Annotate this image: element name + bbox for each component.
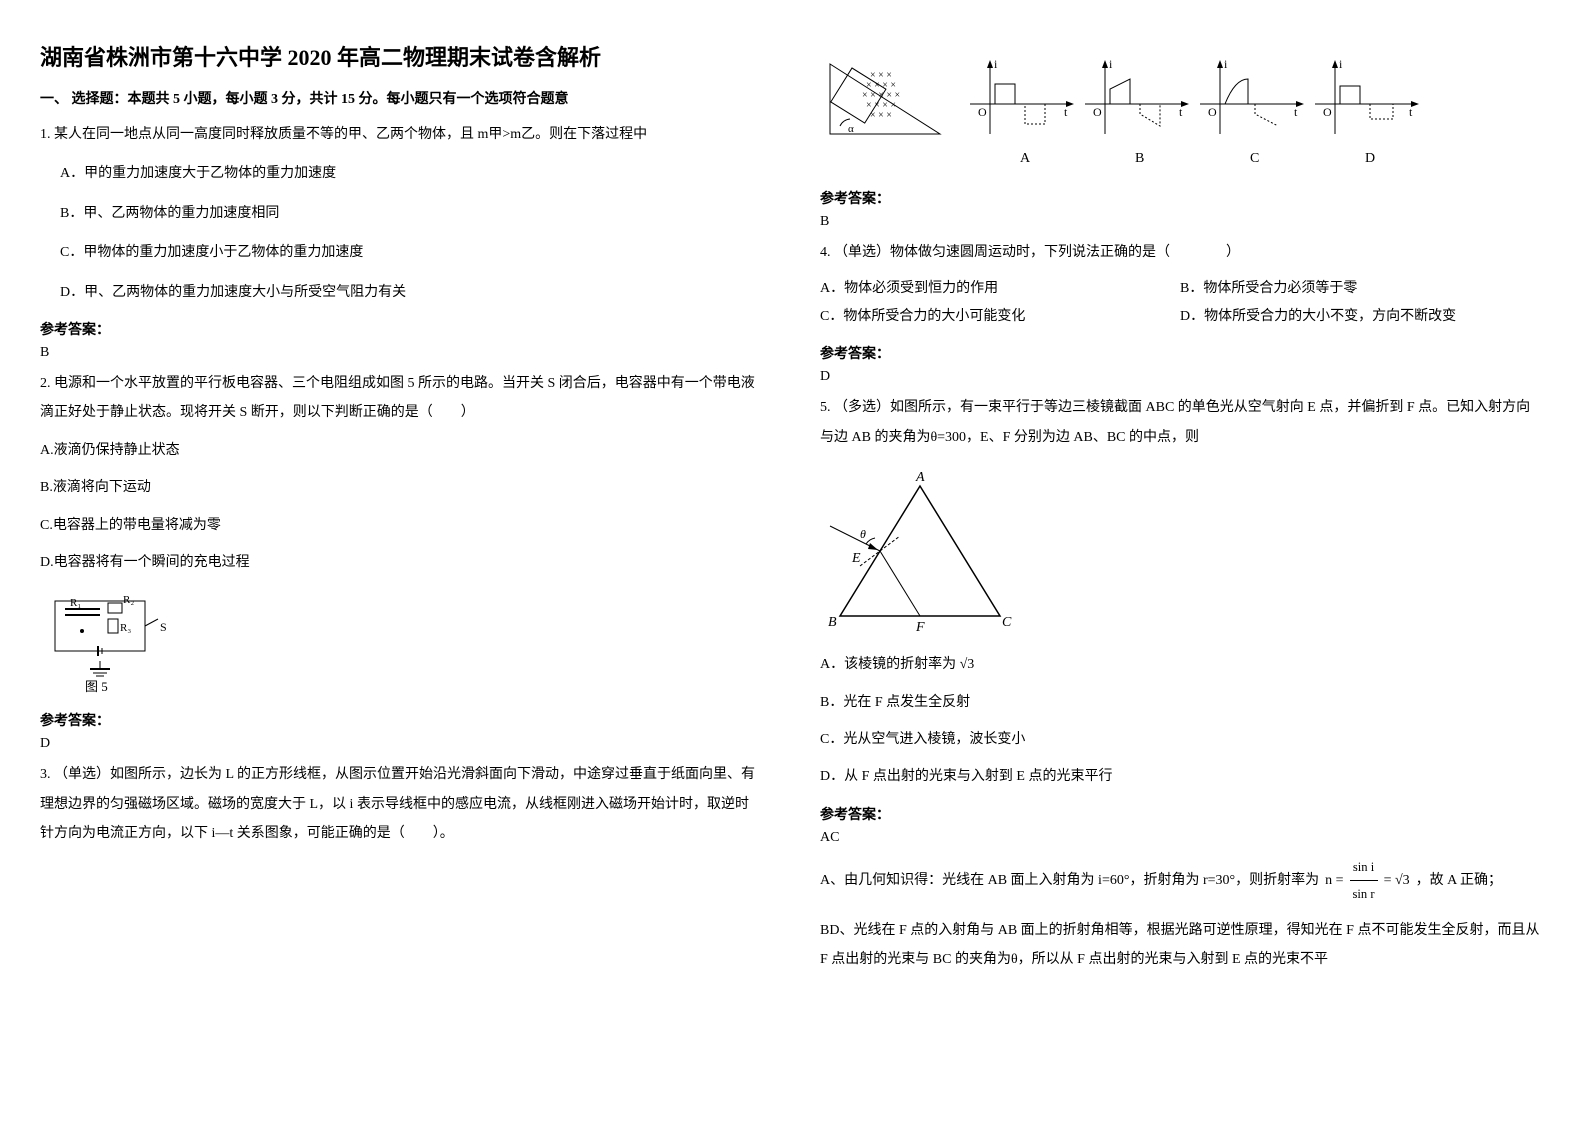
svg-text:i: i [1109, 57, 1113, 71]
q5-opt-a: A．该棱镜的折射率为 √3 [820, 650, 1540, 679]
q5-opt-c: C．光从空气进入棱镜，波长变小 [820, 725, 1540, 754]
q2-opt-a: A.液滴仍保持静止状态 [40, 436, 760, 465]
svg-text:t: t [1294, 105, 1298, 119]
svg-text:t: t [1409, 105, 1413, 119]
q1-answer: B [40, 345, 760, 361]
svg-text:E: E [851, 551, 861, 566]
q5-opt-b: B．光在 F 点发生全反射 [820, 688, 1540, 717]
q5-explain-bd: BD、光线在 F 点的入射角与 AB 面上的折射角相等，根据光路可逆性原理，得知… [820, 916, 1540, 975]
svg-text:B: B [828, 615, 837, 630]
q2-stem: 2. 电源和一个水平放置的平行板电容器、三个电阻组成如图 5 所示的电路。当开关… [40, 369, 760, 428]
q1-opt-b: B．甲、乙两物体的重力加速度相同 [60, 199, 760, 228]
svg-text:t: t [1179, 105, 1183, 119]
svg-text:R₃: R₃ [120, 622, 131, 634]
exam-title: 湖南省株洲市第十六中学 2020 年高二物理期末试卷含解析 [40, 40, 760, 72]
q2-opt-d: D.电容器将有一个瞬间的充电过程 [40, 548, 760, 577]
q5-figure: A B C θ E F [820, 466, 1540, 636]
svg-text:α: α [848, 123, 854, 135]
q5-answer: AC [820, 830, 1540, 846]
q2-opt-b: B.液滴将向下运动 [40, 473, 760, 502]
q1-opt-c: C．甲物体的重力加速度小于乙物体的重力加速度 [60, 238, 760, 267]
svg-text:O: O [978, 105, 987, 119]
q5-opt-d: D．从 F 点出射的光束与入射到 E 点的光束平行 [820, 762, 1540, 791]
q1-opt-d: D．甲、乙两物体的重力加速度大小与所受空气阻力有关 [60, 278, 760, 307]
q2-answer: D [40, 736, 760, 752]
q3-figure-row: × × × × × × × × × × × × × × × × × × × α [820, 54, 1540, 174]
svg-text:R₂: R₂ [123, 594, 134, 606]
q4-opt-d: D．物体所受合力的大小不变，方向不断改变 [1180, 303, 1540, 331]
q2-opt-c: C.电容器上的带电量将减为零 [40, 511, 760, 540]
svg-text:O: O [1208, 105, 1217, 119]
svg-text:O: O [1323, 105, 1332, 119]
q4-opt-b: B．物体所受合力必须等于零 [1180, 275, 1540, 303]
q3-answer: B [820, 214, 1540, 230]
svg-text:O: O [1093, 105, 1102, 119]
answer-head: 参考答案： [40, 319, 760, 339]
q4-answer: D [820, 369, 1540, 385]
q5-stem: 5. （多选）如图所示，有一束平行于等边三棱镜截面 ABC 的单色光从空气射向 … [820, 393, 1540, 452]
svg-text:i: i [994, 57, 998, 71]
svg-text:F: F [915, 620, 925, 635]
svg-text:图 5: 图 5 [85, 679, 108, 694]
svg-text:C: C [1002, 615, 1012, 630]
answer-head: 参考答案： [820, 188, 1540, 208]
svg-text:R₁: R₁ [70, 597, 81, 609]
svg-text:B: B [1135, 151, 1144, 166]
svg-text:t: t [1064, 105, 1068, 119]
q3-stem: 3. （单选）如图所示，边长为 L 的正方形线框，从图示位置开始沿光滑斜面向下滑… [40, 760, 760, 848]
q2-figure: R₁ R₂ R₃ S 图 5 [40, 591, 760, 696]
svg-text:C: C [1250, 151, 1259, 166]
q1-opt-a: A．甲的重力加速度大于乙物体的重力加速度 [60, 159, 760, 188]
answer-head: 参考答案： [820, 804, 1540, 824]
q4-opt-c: C．物体所受合力的大小可能变化 [820, 303, 1180, 331]
svg-text:A: A [1020, 151, 1031, 166]
answer-head: 参考答案： [820, 343, 1540, 363]
svg-text:× × ×: × × × [870, 110, 892, 121]
answer-head: 参考答案： [40, 710, 760, 730]
svg-text:A: A [915, 470, 925, 485]
svg-text:i: i [1224, 57, 1228, 71]
q4-stem: 4. （单选）物体做匀速圆周运动时，下列说法正确的是（ ） [820, 238, 1540, 267]
q1-stem: 1. 某人在同一地点从同一高度同时释放质量不等的甲、乙两个物体，且 m甲>m乙。… [40, 120, 760, 149]
q5-explain-a: A、由几何知识得：光线在 AB 面上入射角为 i=60°，折射角为 r=30°，… [820, 854, 1540, 908]
svg-text:i: i [1339, 57, 1343, 71]
svg-text:S: S [160, 620, 167, 634]
q4-opt-a: A．物体必须受到恒力的作用 [820, 275, 1180, 303]
svg-text:D: D [1365, 151, 1375, 166]
svg-text:θ: θ [860, 527, 866, 541]
section-1-head: 一、 选择题：本题共 5 小题，每小题 3 分，共计 15 分。每小题只有一个选… [40, 88, 760, 108]
